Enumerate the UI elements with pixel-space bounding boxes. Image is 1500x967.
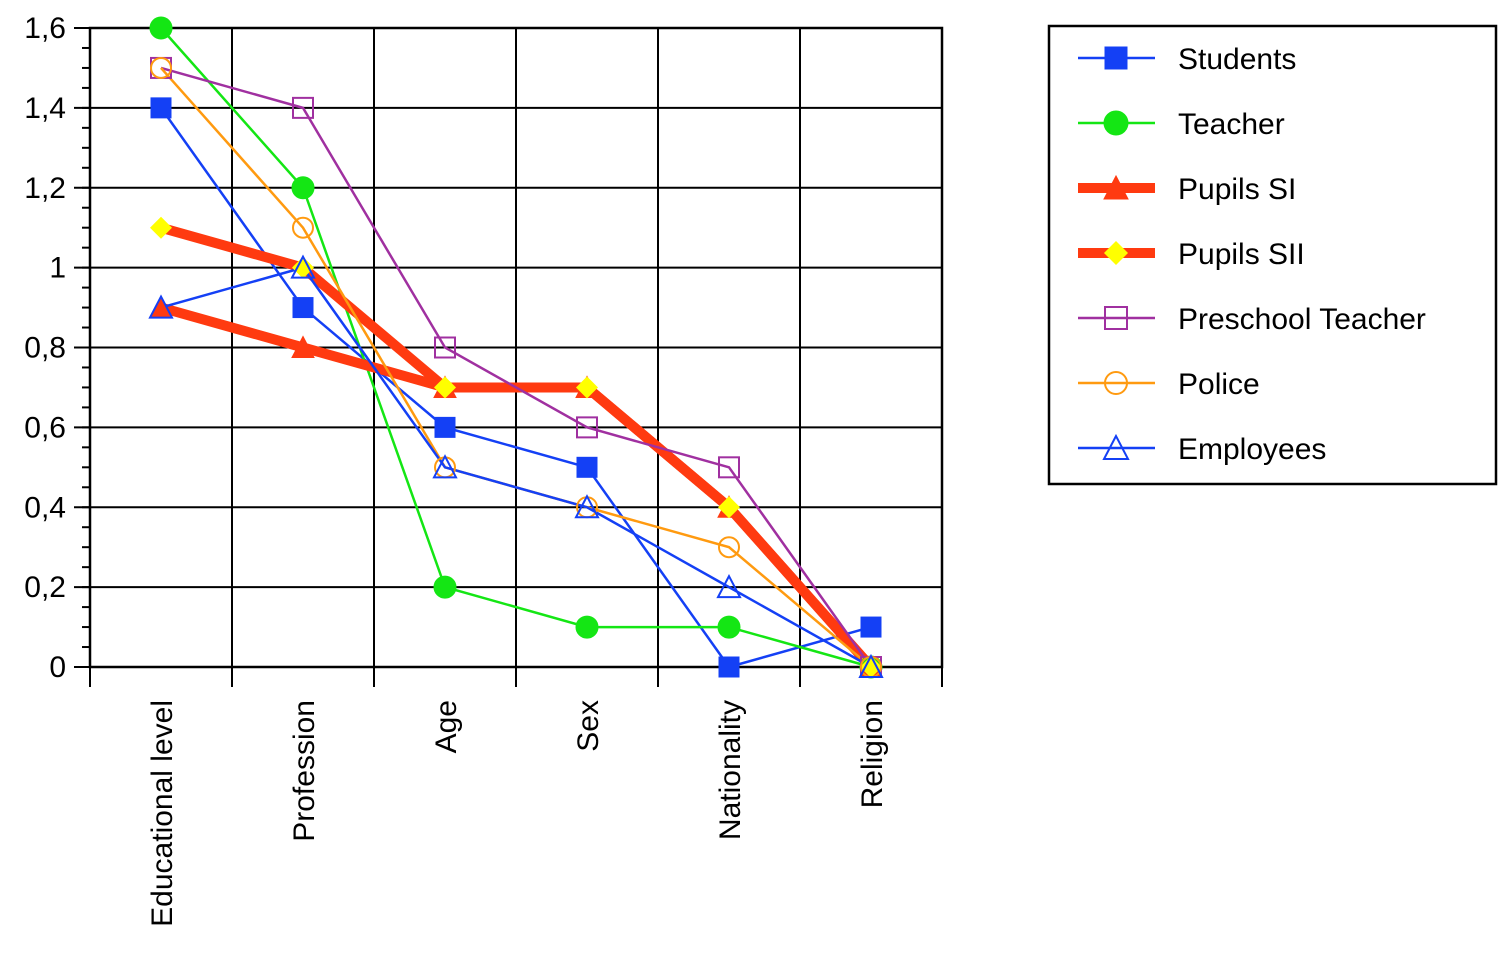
y-tick-label: 1,4	[24, 92, 66, 125]
marker-triangle-open	[858, 653, 884, 678]
marker-triangle-open	[148, 294, 174, 319]
marker-circle	[291, 176, 315, 200]
series-teacher	[160, 27, 872, 669]
marker-square-open	[1104, 306, 1128, 330]
x-tick-label: Religion	[856, 700, 889, 808]
series-line	[160, 266, 872, 669]
legend-entry: Police	[1078, 368, 1260, 401]
x-axis-tick-labels: Educational level Profession Age Sex Nationa…	[146, 700, 889, 927]
series-employees	[160, 266, 872, 669]
marker-square-open	[434, 336, 456, 359]
marker-circle-open	[1104, 371, 1128, 395]
marker-square-open	[718, 456, 740, 479]
y-tick-label: 0	[49, 651, 66, 684]
legend-label: Pupils SI	[1178, 173, 1296, 206]
x-tick-label: Educational level	[146, 700, 179, 927]
legend-entry: Pupils SII	[1078, 238, 1305, 271]
plot-frame	[88, 26, 944, 669]
marker-triangle	[291, 335, 315, 358]
marker-diamond	[1104, 241, 1128, 265]
marker-triangle	[1103, 174, 1129, 200]
marker-diamond	[576, 376, 598, 399]
legend-entry: Preschool Teacher	[1078, 303, 1426, 336]
y-tick-label: 0,8	[24, 332, 66, 365]
y-tick-label: 1,6	[24, 12, 66, 45]
legend-entry: Employees	[1078, 433, 1326, 466]
marker-circle-open	[150, 56, 172, 79]
marker-circle	[717, 615, 741, 639]
x-tick-label: Nationality	[714, 700, 747, 840]
marker-square	[860, 616, 882, 638]
marker-circle	[575, 615, 599, 639]
y-tick-label: 0,2	[24, 571, 66, 604]
marker-circle-open	[718, 536, 740, 559]
marker-square	[1104, 46, 1128, 70]
series-preschool-teacher	[160, 66, 873, 668]
marker-triangle-open	[716, 573, 742, 599]
marker-square	[718, 656, 740, 678]
x-tick-label: Profession	[288, 700, 321, 842]
marker-diamond	[860, 656, 882, 678]
marker-square	[576, 456, 598, 478]
legend: Students Teacher Pupils SI Pupils SII Presch…	[1047, 24, 1498, 486]
marker-circle	[1103, 110, 1129, 136]
x-tick-label: Age	[430, 700, 463, 753]
marker-diamond	[434, 376, 456, 399]
series-markers-students	[150, 97, 882, 678]
legend-entry: Students	[1078, 43, 1296, 76]
marker-triangle-open	[574, 494, 600, 519]
legend-entry: Pupils SI	[1078, 173, 1296, 206]
marker-diamond	[718, 496, 740, 519]
series-line	[160, 66, 873, 668]
x-tick-label: Sex	[572, 700, 605, 752]
marker-square	[434, 416, 456, 438]
marker-square	[150, 97, 172, 119]
y-tick-label: 0,4	[24, 491, 66, 524]
legend-label: Students	[1178, 43, 1296, 76]
series-markers-employees	[148, 254, 884, 678]
legend-label: Teacher	[1178, 108, 1285, 141]
marker-circle-open	[292, 216, 314, 239]
series-markers-pupils-sii	[150, 216, 882, 678]
series-lines	[148, 16, 884, 679]
legend-label: Employees	[1178, 433, 1326, 466]
marker-triangle-open	[432, 454, 458, 479]
y-tick-label: 0,6	[24, 411, 66, 444]
legend-entry: Teacher	[1078, 108, 1285, 141]
axes	[74, 26, 944, 669]
marker-square	[292, 297, 314, 319]
legend-label: Police	[1178, 368, 1260, 401]
series-line	[160, 27, 872, 669]
marker-circle	[433, 575, 457, 599]
marker-diamond	[292, 256, 314, 279]
legend-label: Pupils SII	[1178, 238, 1305, 271]
marker-diamond	[150, 216, 172, 239]
marker-triangle-open	[1102, 433, 1130, 460]
marker-triangle-open	[290, 254, 316, 279]
y-axis-tick-labels: 0 0,2 0,4 0,6 0,8 1 1,2 1,4 1,6	[24, 12, 66, 684]
marker-circle	[149, 16, 173, 40]
legend-label: Preschool Teacher	[1178, 303, 1426, 336]
y-tick-label: 1	[49, 252, 66, 285]
y-tick-label: 1,2	[24, 172, 66, 205]
marker-square-open	[576, 416, 598, 439]
marker-square-open	[292, 96, 314, 119]
grid-lines	[89, 27, 943, 687]
